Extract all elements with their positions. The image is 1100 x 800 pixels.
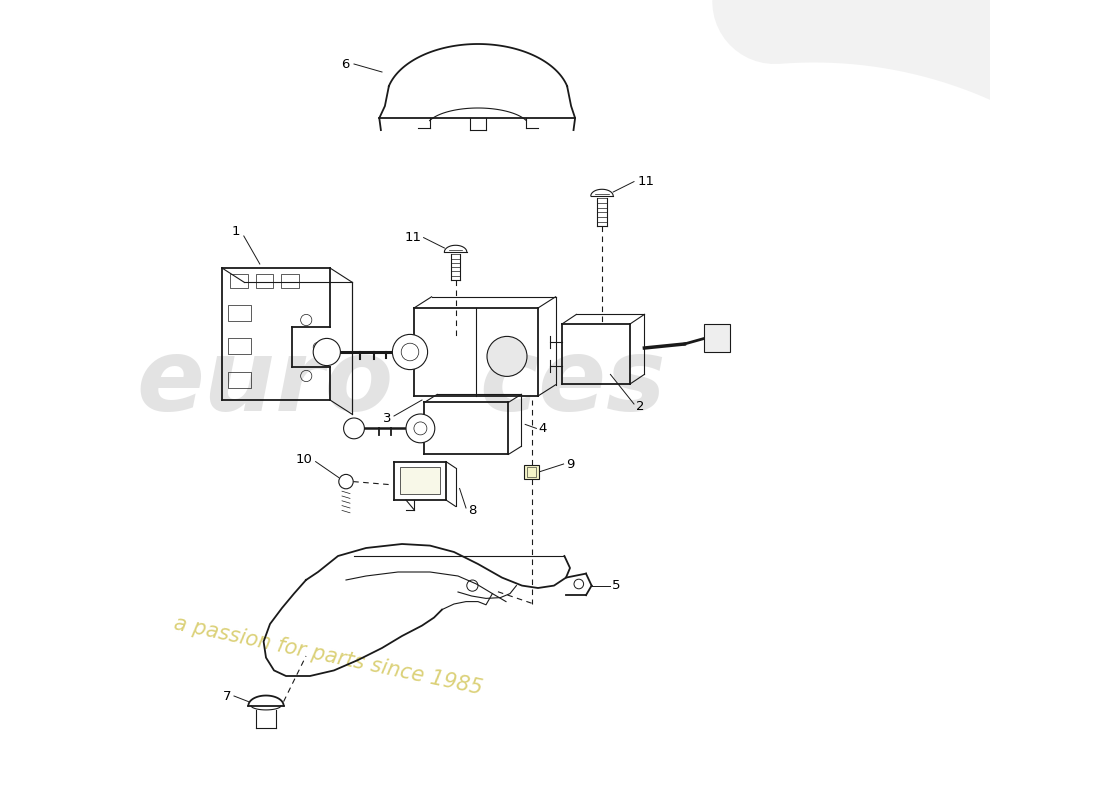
Circle shape [339,474,353,489]
Bar [255,274,273,288]
Text: euro: euro [136,335,394,433]
Text: 11: 11 [404,231,421,244]
Text: 11: 11 [637,175,654,188]
Text: a passion for parts since 1985: a passion for parts since 1985 [172,614,484,698]
Bar [282,274,299,288]
Bar [525,465,539,479]
Bar [230,274,248,288]
Text: 7: 7 [223,690,232,702]
Text: 4: 4 [539,422,547,435]
Bar [229,305,251,321]
Text: ces: ces [480,335,667,433]
Bar [229,372,251,388]
Text: 1: 1 [231,226,240,238]
Circle shape [314,338,340,366]
Text: 9: 9 [566,458,574,470]
Text: 8: 8 [469,504,476,517]
Circle shape [343,418,364,438]
Bar [229,338,251,354]
Circle shape [393,334,428,370]
Text: 2: 2 [637,400,645,413]
Circle shape [487,336,527,376]
Bar [527,467,537,477]
Circle shape [406,414,434,442]
Text: 3: 3 [383,412,392,425]
Bar [400,467,440,494]
Text: 6: 6 [342,58,350,70]
Text: 5: 5 [613,579,620,592]
Bar [704,324,730,352]
Text: 10: 10 [296,453,312,466]
